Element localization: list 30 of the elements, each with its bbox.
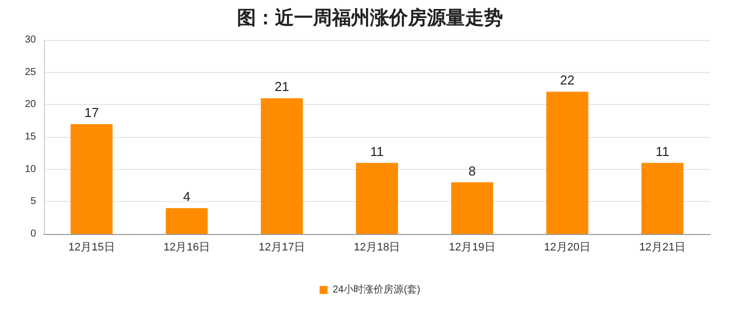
x-tick-label: 12月21日: [639, 242, 686, 254]
bar: [451, 182, 494, 234]
bar: [356, 162, 398, 234]
y-tick-label: 15: [24, 132, 36, 142]
y-tick-label: 30: [24, 34, 36, 46]
chart-title: 图：近一周福州涨价房源量走势: [237, 7, 503, 29]
x-tick-label: 12月18日: [354, 242, 400, 254]
data-label: 4: [183, 189, 190, 204]
bar: [70, 124, 113, 234]
data-label: 11: [370, 144, 384, 159]
y-tick-label: 10: [24, 164, 36, 175]
data-label: 11: [656, 144, 670, 159]
data-label: 21: [274, 79, 290, 94]
x-tick-label: 12月15日: [68, 242, 115, 254]
x-tick-label: 12月17日: [258, 242, 306, 254]
bar: [166, 208, 208, 234]
x-tick-label: 12月20日: [544, 242, 591, 254]
legend-label: 24小时涨价房源(套): [332, 284, 420, 296]
bar: [546, 92, 588, 234]
data-label: 17: [84, 105, 99, 120]
y-tick-label: 0: [30, 228, 36, 240]
bar: [641, 162, 684, 234]
y-tick-label: 25: [24, 66, 36, 78]
y-tick-label: 20: [24, 99, 36, 110]
data-label: 8: [468, 163, 476, 178]
x-tick-label: 12月16日: [163, 242, 210, 254]
data-label: 22: [560, 72, 575, 88]
x-tick-label: 12月19日: [448, 242, 496, 254]
y-tick-label: 5: [30, 196, 36, 208]
bar: [260, 98, 303, 234]
